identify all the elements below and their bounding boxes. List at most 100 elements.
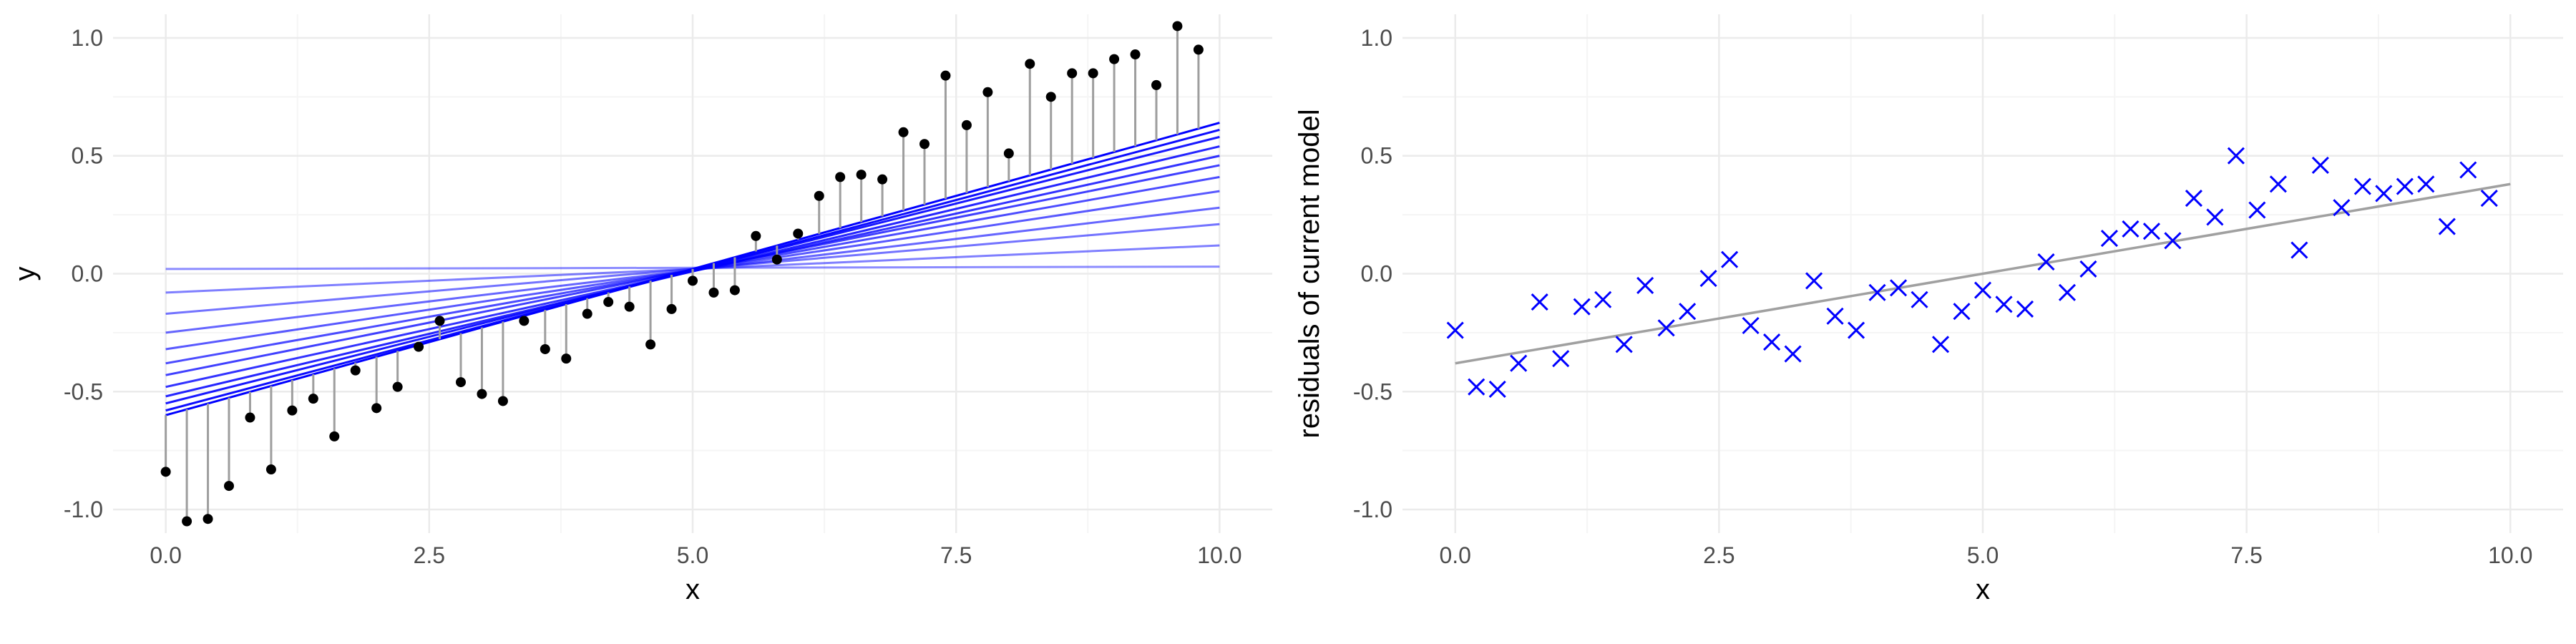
y-tick-label: 1.0 — [1361, 25, 1392, 51]
data-point — [645, 339, 656, 350]
residual-point — [2311, 156, 2329, 174]
data-point — [961, 119, 972, 130]
residual-point — [1531, 293, 1548, 311]
data-point — [414, 341, 424, 352]
residual-point — [2333, 199, 2351, 217]
y-tick-label: 0.5 — [1361, 143, 1392, 169]
data-point — [982, 87, 993, 97]
residual-point-stroke — [1763, 333, 1781, 351]
residual-point — [2100, 230, 2119, 248]
residual-point — [1953, 303, 1971, 321]
right-chart-panel: 0.0 2.5 5.0 7.5 10.0 -1.0 -0.5 0.0 0.5 1.0 x residu… — [1294, 14, 2563, 605]
x-tick-label: 2.5 — [414, 542, 445, 568]
residual-point — [1594, 291, 1612, 308]
residual-point — [2353, 177, 2371, 195]
residual-point-stroke — [2058, 283, 2077, 301]
data-point — [265, 464, 276, 475]
data-point — [793, 228, 804, 239]
residual-point — [2459, 161, 2477, 179]
residual-point-stroke — [2100, 230, 2119, 248]
x-tick-label: 2.5 — [1703, 542, 1735, 568]
residual-point — [1974, 281, 1992, 299]
data-point — [224, 481, 234, 492]
x-tick-label: 0.0 — [1439, 542, 1470, 568]
residual-point-stroke — [2248, 201, 2266, 219]
residual-point-stroke — [2375, 185, 2393, 203]
residual-point-stroke — [1446, 321, 1464, 339]
data-point — [540, 343, 550, 354]
residual-point-stroke — [2142, 223, 2160, 240]
left-chart-panel: 0.0 2.5 5.0 7.5 10.0 -1.0 -0.5 0.0 0.5 1.0 x y — [9, 14, 1272, 605]
residual-point-stroke — [1721, 250, 1739, 268]
data-point — [456, 377, 466, 388]
residual-point — [1615, 336, 1633, 353]
residual-point — [1847, 321, 1865, 339]
data-point — [434, 316, 445, 326]
residual-point — [2269, 175, 2287, 193]
data-point — [624, 301, 635, 312]
data-point — [497, 396, 508, 406]
data-point — [771, 254, 782, 265]
residual-point-stroke — [1699, 270, 1717, 288]
data-point — [856, 170, 867, 180]
data-point — [308, 394, 318, 404]
residual-point — [1657, 319, 1675, 337]
residual-point-stroke — [1742, 316, 1760, 335]
y-tick-label: 0.5 — [72, 143, 103, 169]
x-tick-label: 7.5 — [940, 542, 972, 568]
y-axis-title: residuals of current model — [1294, 109, 1325, 438]
y-tick-label: 0.0 — [72, 261, 103, 287]
residual-point-stroke — [2353, 177, 2371, 195]
residual-point-stroke — [1679, 303, 1697, 321]
residual-point-stroke — [2480, 189, 2498, 208]
data-point — [751, 230, 761, 241]
residual-point — [2290, 241, 2308, 259]
data-point — [688, 275, 698, 286]
residual-point — [1931, 336, 1950, 353]
data-point — [182, 516, 192, 527]
data-point — [1025, 59, 1035, 69]
y-tick-label: -1.0 — [64, 497, 103, 522]
data-point — [1067, 68, 1078, 79]
residual-point — [1784, 345, 1802, 363]
data-point — [877, 174, 888, 185]
residual-point — [1699, 270, 1717, 288]
residual-point-stroke — [1615, 336, 1633, 353]
data-point — [708, 287, 719, 298]
data-point — [287, 405, 298, 416]
residual-point-stroke — [1889, 279, 1908, 297]
data-point — [582, 308, 592, 319]
residual-point-stroke — [2079, 260, 2097, 278]
residual-point — [1446, 321, 1464, 339]
residual-point-stroke — [1931, 336, 1950, 353]
residual-point — [1995, 296, 2013, 313]
residual-point — [2396, 177, 2414, 195]
residual-point-stroke — [2333, 199, 2351, 217]
residual-point-stroke — [2122, 220, 2140, 238]
data-point — [1193, 44, 1204, 55]
residual-point — [2122, 220, 2140, 238]
residual-point-stroke — [1488, 380, 1506, 399]
residual-point — [2206, 208, 2224, 226]
residual-point — [1636, 276, 1654, 295]
y-tick-label: 0.0 — [1361, 261, 1392, 287]
residual-point-stroke — [1974, 281, 1992, 299]
x-tick-label: 5.0 — [1967, 542, 1999, 568]
residual-point-stroke — [1531, 293, 1548, 311]
data-point — [561, 353, 572, 364]
residual-point-stroke — [2227, 147, 2245, 165]
residual-point — [2058, 283, 2077, 301]
residual-point-stroke — [2290, 241, 2308, 259]
fit-line — [165, 265, 1220, 270]
residual-point-stroke — [2185, 189, 2202, 208]
data-point — [729, 285, 740, 296]
x-tick-label: 5.0 — [677, 542, 708, 568]
data-point — [1045, 92, 1056, 102]
residual-point — [2375, 185, 2393, 203]
data-point — [835, 172, 846, 182]
residual-point — [2185, 189, 2202, 208]
data-point — [1109, 54, 1120, 64]
data-point — [898, 127, 909, 137]
residual-point-stroke — [2459, 161, 2477, 179]
